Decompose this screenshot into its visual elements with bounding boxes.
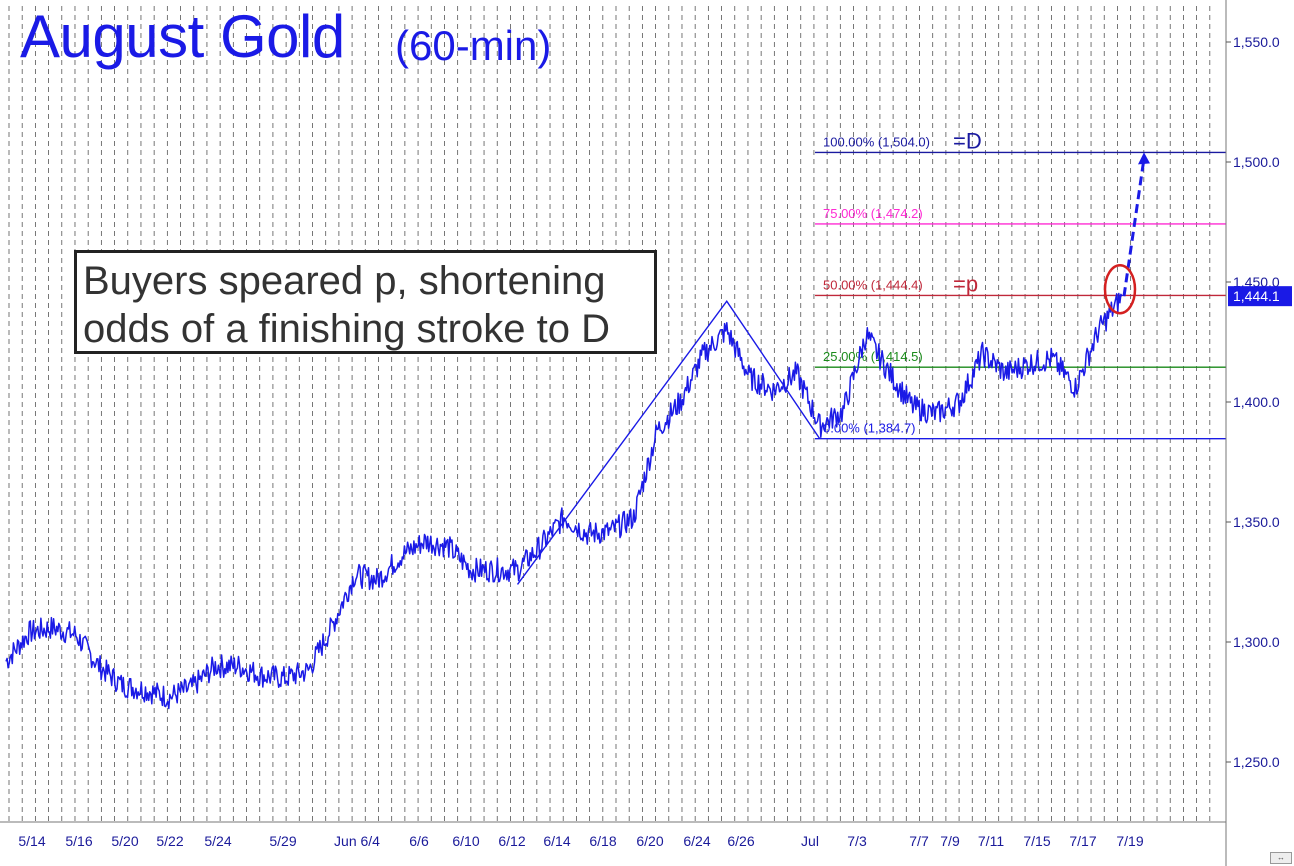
x-tick-label: 5/24 [204,833,231,849]
grid-layer [8,6,1211,822]
fib-levels: 100.00% (1,504.0) =D 75.00% (1,474.2) 50.00… [815,128,1226,440]
x-tick-label: 5/16 [65,833,92,849]
x-tick-label: 6/24 [683,833,710,849]
annotation-box: Buyers speared p, shortening odds of a f… [74,250,657,354]
fib-level-tag: =p [953,271,978,296]
price-line [5,292,1123,710]
y-tick-label: 1,350.0 [1233,514,1280,530]
x-tick-label: 5/29 [269,833,296,849]
x-tick-label: 6/14 [543,833,570,849]
last-price-label: 1,444.1 [1233,288,1280,304]
breakout-circle [1103,263,1137,315]
x-tick-label: 7/9 [940,833,960,849]
x-tick-label: 7/15 [1023,833,1050,849]
fib-level-label: 25.00% (1,414.5) [823,349,923,364]
fib-level-label: 0.00% (1,384.7) [823,421,916,436]
annotation-line-1: Buyers speared p, shortening [83,259,606,303]
x-tick-label: 6/10 [452,833,479,849]
resize-handle-icon[interactable]: ↔ [1270,852,1292,864]
x-tick-label: 7/11 [978,833,1004,849]
pattern-lines [516,299,821,585]
x-tick-label: 5/14 [18,833,45,849]
abc-pattern-line [516,299,821,585]
projection-arrow [1122,158,1146,297]
x-tick-label: 6/12 [498,833,525,849]
x-tick-label: Jun 6/4 [334,833,380,849]
x-tick-label: 6/26 [727,833,754,849]
last-price-badge [1228,286,1292,307]
x-tick-label: 6/6 [409,833,429,849]
price-series [5,292,1123,710]
x-tick-label: Jul [801,833,819,849]
x-tick-label: 7/3 [847,833,867,849]
chart-subtitle: (60-min) [395,22,552,69]
y-tick-label: 1,250.0 [1233,754,1280,770]
fib-level-label: 75.00% (1,474.2) [823,206,923,221]
x-tick-label: 5/20 [111,833,138,849]
overlay-layer [1103,152,1150,315]
y-tick-label: 1,450.0 [1233,274,1280,290]
x-tick-label: 5/22 [156,833,183,849]
y-tick-label: 1,550.0 [1233,34,1280,50]
annotation-line-2: odds of a finishing stroke to D [83,307,610,351]
x-tick-label: 7/7 [909,833,929,849]
fib-level-label: 50.00% (1,444.4) [823,277,923,292]
y-tick-label: 1,500.0 [1233,154,1280,170]
x-tick-label: 7/19 [1116,833,1143,849]
fib-level-tag: =D [953,128,982,153]
y-tick-label: 1,400.0 [1233,394,1280,410]
x-tick-label: 6/18 [589,833,616,849]
projection-arrowhead [1138,152,1150,165]
x-tick-label: 6/20 [636,833,663,849]
y-tick-label: 1,300.0 [1233,634,1280,650]
fib-level-label: 100.00% (1,504.0) [823,134,930,149]
x-tick-label: 7/17 [1069,833,1096,849]
chart-title: August Gold [20,3,345,70]
